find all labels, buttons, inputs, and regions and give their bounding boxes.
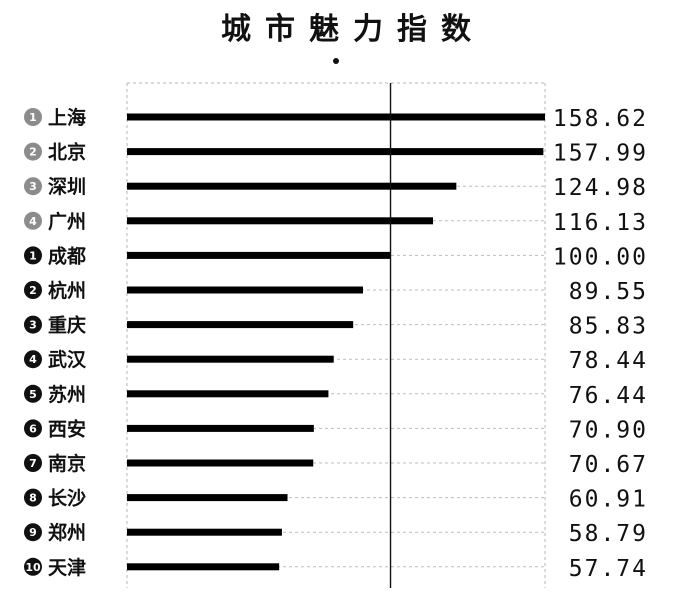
bar: [127, 459, 314, 467]
bar: [127, 390, 329, 398]
value-label: 89.55: [569, 279, 648, 305]
value-label: 57.74: [569, 556, 648, 582]
rank-number: 3: [29, 180, 37, 193]
city-label: 武汉: [48, 349, 87, 371]
rank-number: 1: [29, 249, 37, 262]
value-label: 158.62: [553, 106, 648, 132]
chart-title: 城市魅力指数: [221, 12, 485, 47]
rank-badge: [24, 384, 42, 403]
bar: [127, 528, 282, 536]
rank-badge: [24, 177, 42, 196]
rank-badge: [24, 454, 42, 472]
value-label: 60.91: [569, 487, 648, 513]
bar: [127, 113, 545, 121]
rank-number: 2: [29, 284, 37, 297]
value-label: 116.13: [553, 210, 648, 236]
value-label: 58.79: [569, 521, 648, 547]
rank-badge: [24, 108, 42, 126]
city-label: 北京: [48, 141, 86, 164]
rank-badge: [24, 315, 42, 334]
value-label: 76.44: [569, 383, 648, 409]
rank-number: 6: [29, 422, 37, 435]
value-label: 70.67: [569, 452, 648, 478]
value-label: 157.99: [553, 141, 648, 167]
city-label: 上海: [48, 106, 86, 129]
city-label: 杭州: [48, 279, 86, 302]
bar: [127, 355, 334, 363]
bar: [127, 494, 288, 502]
rank-number: 1: [29, 111, 37, 124]
rank-number: 2: [29, 146, 37, 159]
city-label: 苏州: [48, 383, 86, 406]
rank-badge: [24, 419, 42, 438]
rank-number: 4: [29, 215, 37, 228]
city-label: 重庆: [48, 314, 86, 337]
rank-number: 3: [29, 319, 37, 332]
rank-badge: [24, 142, 42, 161]
city-label: 成都: [48, 244, 86, 267]
rank-badge: [24, 488, 42, 507]
bar: [127, 217, 434, 225]
city-label: 南京: [48, 452, 86, 475]
bar: [127, 321, 354, 329]
rank-badge: [24, 246, 42, 265]
value-label: 124.98: [553, 175, 648, 201]
rank-number: 4: [29, 353, 37, 366]
value-label: 100.00: [553, 244, 648, 270]
bar: [127, 251, 391, 259]
rank-number: 7: [29, 457, 37, 470]
title-dot: [333, 58, 339, 64]
rank-number: 10: [25, 561, 41, 574]
bar: [127, 563, 280, 571]
bar: [127, 182, 457, 190]
city-label: 天津: [48, 556, 86, 579]
city-label: 长沙: [48, 488, 86, 510]
rank-badge: [24, 281, 42, 299]
rank-number: 9: [29, 526, 37, 539]
rank-badge: [24, 523, 42, 542]
city-label: 深圳: [48, 175, 86, 198]
rank-number: 5: [29, 388, 37, 401]
bar: [127, 286, 363, 294]
value-label: 85.83: [569, 314, 648, 340]
rank-badge: [24, 211, 42, 230]
rank-badge: [24, 350, 42, 369]
rank-number: 8: [29, 492, 37, 505]
city-label: 广州: [48, 210, 86, 233]
rank-badge: [24, 557, 42, 576]
city-label: 郑州: [48, 522, 86, 544]
bar: [127, 148, 544, 156]
city-label: 西安: [48, 417, 86, 440]
bar: [127, 424, 314, 432]
value-label: 78.44: [569, 348, 648, 374]
value-label: 70.90: [569, 417, 648, 443]
